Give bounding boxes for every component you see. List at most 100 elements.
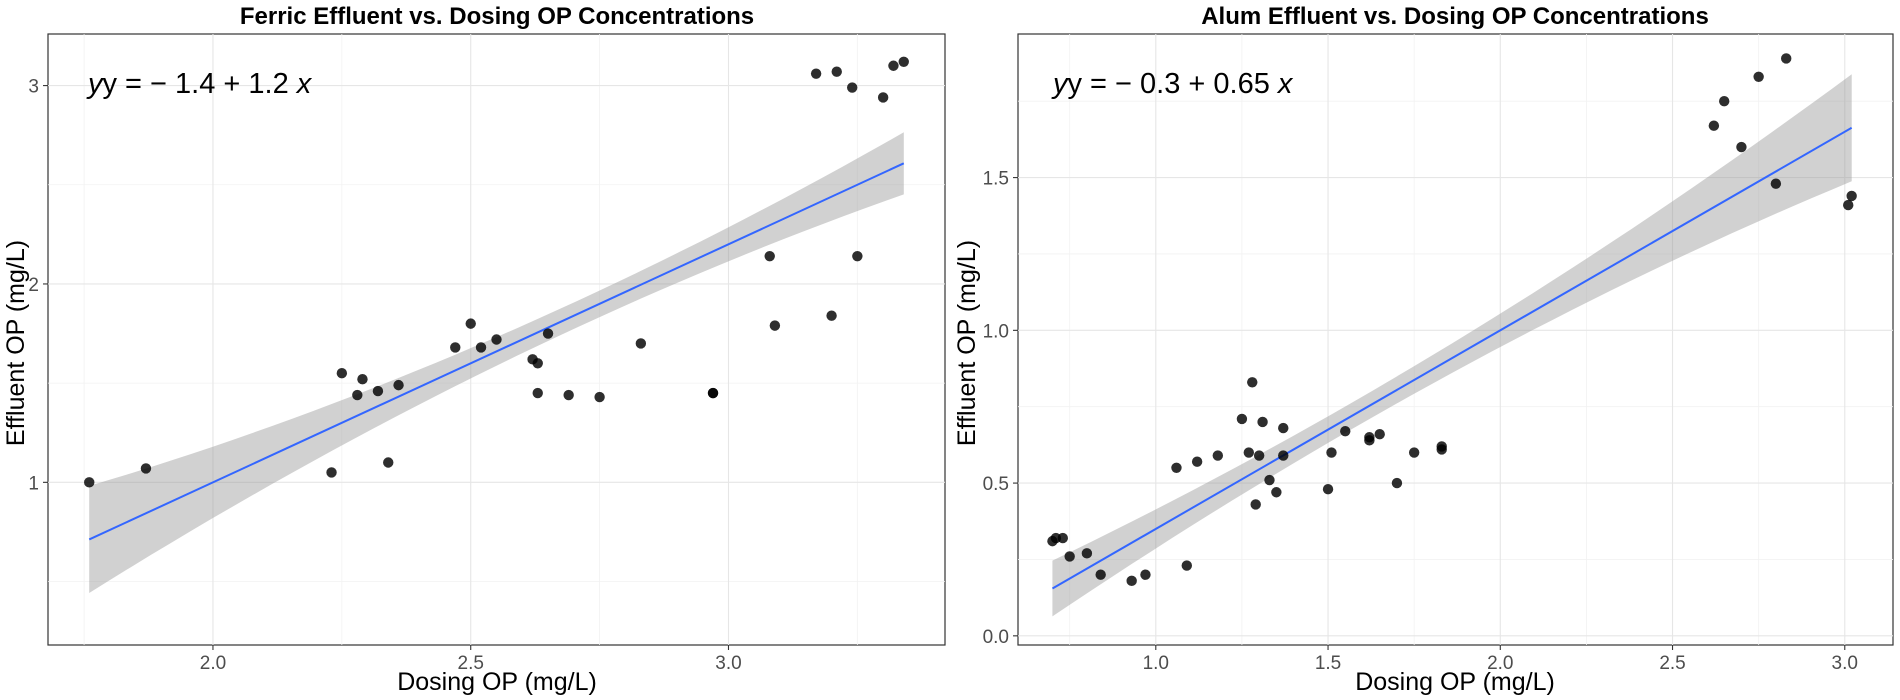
ferric-data-point [465,318,476,329]
ferric-data-point [140,463,152,474]
ferric-data-point [336,368,348,379]
alum-points [1047,53,1857,587]
alum-data-point [1364,432,1375,443]
ferric-data-point [542,328,554,339]
alum-y-tick-label: 1.0 [983,321,1009,342]
ferric-equation: yy = − 1.4 + 1.2 x [86,68,313,100]
alum-plot-panel [1017,33,1894,646]
ferric-data-point [594,391,605,403]
ferric-data-point [352,389,363,401]
alum-data-point [1171,462,1182,474]
alum-data-point [1081,548,1093,559]
alum-fit-line [1051,126,1853,590]
alum-data-point [1770,178,1782,189]
alum-data-point [1250,499,1261,510]
alum-data-point [1436,441,1447,452]
alum-x-tick-label: 3.0 [1832,653,1858,674]
ferric-fit-line [88,162,905,541]
ferric-data-point [383,457,394,468]
ferric-x-axis-title: Dosing OP (mg/L) [397,668,597,696]
ferric-y-tick-label: 3 [28,77,39,98]
ferric-data-point [898,56,909,67]
ferric-data-point [810,68,822,79]
ferric-data-point [393,379,404,391]
alum-data-point [1264,474,1275,486]
ferric-grid [48,34,945,645]
alum-data-point [1843,199,1854,211]
alum-data-point [1253,450,1265,461]
alum-data-point [1753,71,1764,82]
alum-equation: yy = − 0.3 + 0.65 x [1051,68,1294,100]
alum-x-axis-title: Dosing OP (mg/L) [1355,668,1555,696]
ferric-data-point [491,334,502,345]
ferric-x-tick-label: 2.5 [458,653,484,674]
ferric-data-point [831,66,842,77]
alum-x-tick-label: 1.5 [1315,653,1341,674]
ferric-data-point [372,385,384,397]
ferric-data-point [532,387,543,399]
alum-y-tick-label: 1.5 [983,169,1009,190]
alum-grid [1018,34,1893,645]
alum-data-point [1247,377,1258,388]
ferric-x-ticks: 2.0 2.5 3.0 [200,645,742,674]
alum-data-point [1708,120,1720,131]
ferric-data-point [707,387,719,399]
alum-x-tick-label: 1.0 [1143,653,1169,674]
ferric-y-tick-label: 2 [28,275,39,296]
alum-x-ticks: 1.0 1.5 2.0 2.5 3.0 [1143,645,1858,674]
ferric-x-tick-label: 3.0 [715,653,741,674]
alum-x-tick-label: 2.5 [1659,653,1685,674]
alum-data-point [1278,450,1289,461]
ferric-data-point [888,60,899,71]
alum-data-point [1322,483,1334,495]
ferric-data-point [826,310,837,321]
alum-data-point [1191,456,1203,467]
alum-data-point [1126,575,1137,587]
alum-panel: Alum Effluent vs. Dosing OP Concentratio… [953,3,1894,696]
alum-data-point [1278,422,1289,434]
ferric-data-point [450,342,461,353]
ferric-x-tick-label: 2.0 [200,653,226,674]
alum-x-tick-label: 2.0 [1487,653,1513,674]
alum-data-point [1140,569,1151,580]
alum-data-point [1095,569,1106,580]
alum-data-point [1057,532,1068,544]
ferric-data-point [357,373,368,385]
alum-data-point [1257,416,1268,428]
ferric-data-point [635,338,647,349]
alum-confidence-band [1052,74,1852,617]
alum-data-point [1719,96,1730,107]
alum-y-tick-label: 0.0 [983,627,1009,648]
alum-data-point [1236,413,1248,425]
ferric-data-point [847,82,858,93]
ferric-y-tick-label: 1 [28,473,39,494]
ferric-confidence-band [89,132,904,594]
alum-chart-title: Alum Effluent vs. Dosing OP Concentratio… [1201,3,1709,30]
alum-data-point [1064,551,1075,562]
ferric-data-point [475,342,487,353]
alum-data-point [1846,190,1857,202]
ferric-points [84,56,909,488]
ferric-data-point [563,389,574,401]
alum-y-axis-title: Effluent OP (mg/L) [953,240,981,446]
alum-data-point [1391,477,1403,489]
alum-data-point [1181,560,1192,571]
ferric-data-point [84,477,95,488]
ferric-data-point [326,467,337,478]
alum-data-point [1374,429,1385,440]
alum-data-point [1408,447,1420,458]
alum-data-point [1271,487,1282,498]
alum-data-point [1243,447,1255,458]
ferric-y-ticks: 1 2 3 [28,77,48,494]
alum-y-ticks: 0.0 0.5 1.0 1.5 [983,169,1018,648]
alum-data-point [1326,447,1337,458]
ferric-data-point [764,250,775,262]
alum-data-point [1340,425,1351,437]
alum-data-point [1781,53,1792,64]
ferric-chart-title: Ferric Effluent vs. Dosing OP Concentrat… [240,3,754,30]
ferric-y-axis-title: Effluent OP (mg/L) [2,240,30,446]
ferric-data-point [852,250,863,262]
alum-y-tick-label: 0.5 [983,474,1009,495]
